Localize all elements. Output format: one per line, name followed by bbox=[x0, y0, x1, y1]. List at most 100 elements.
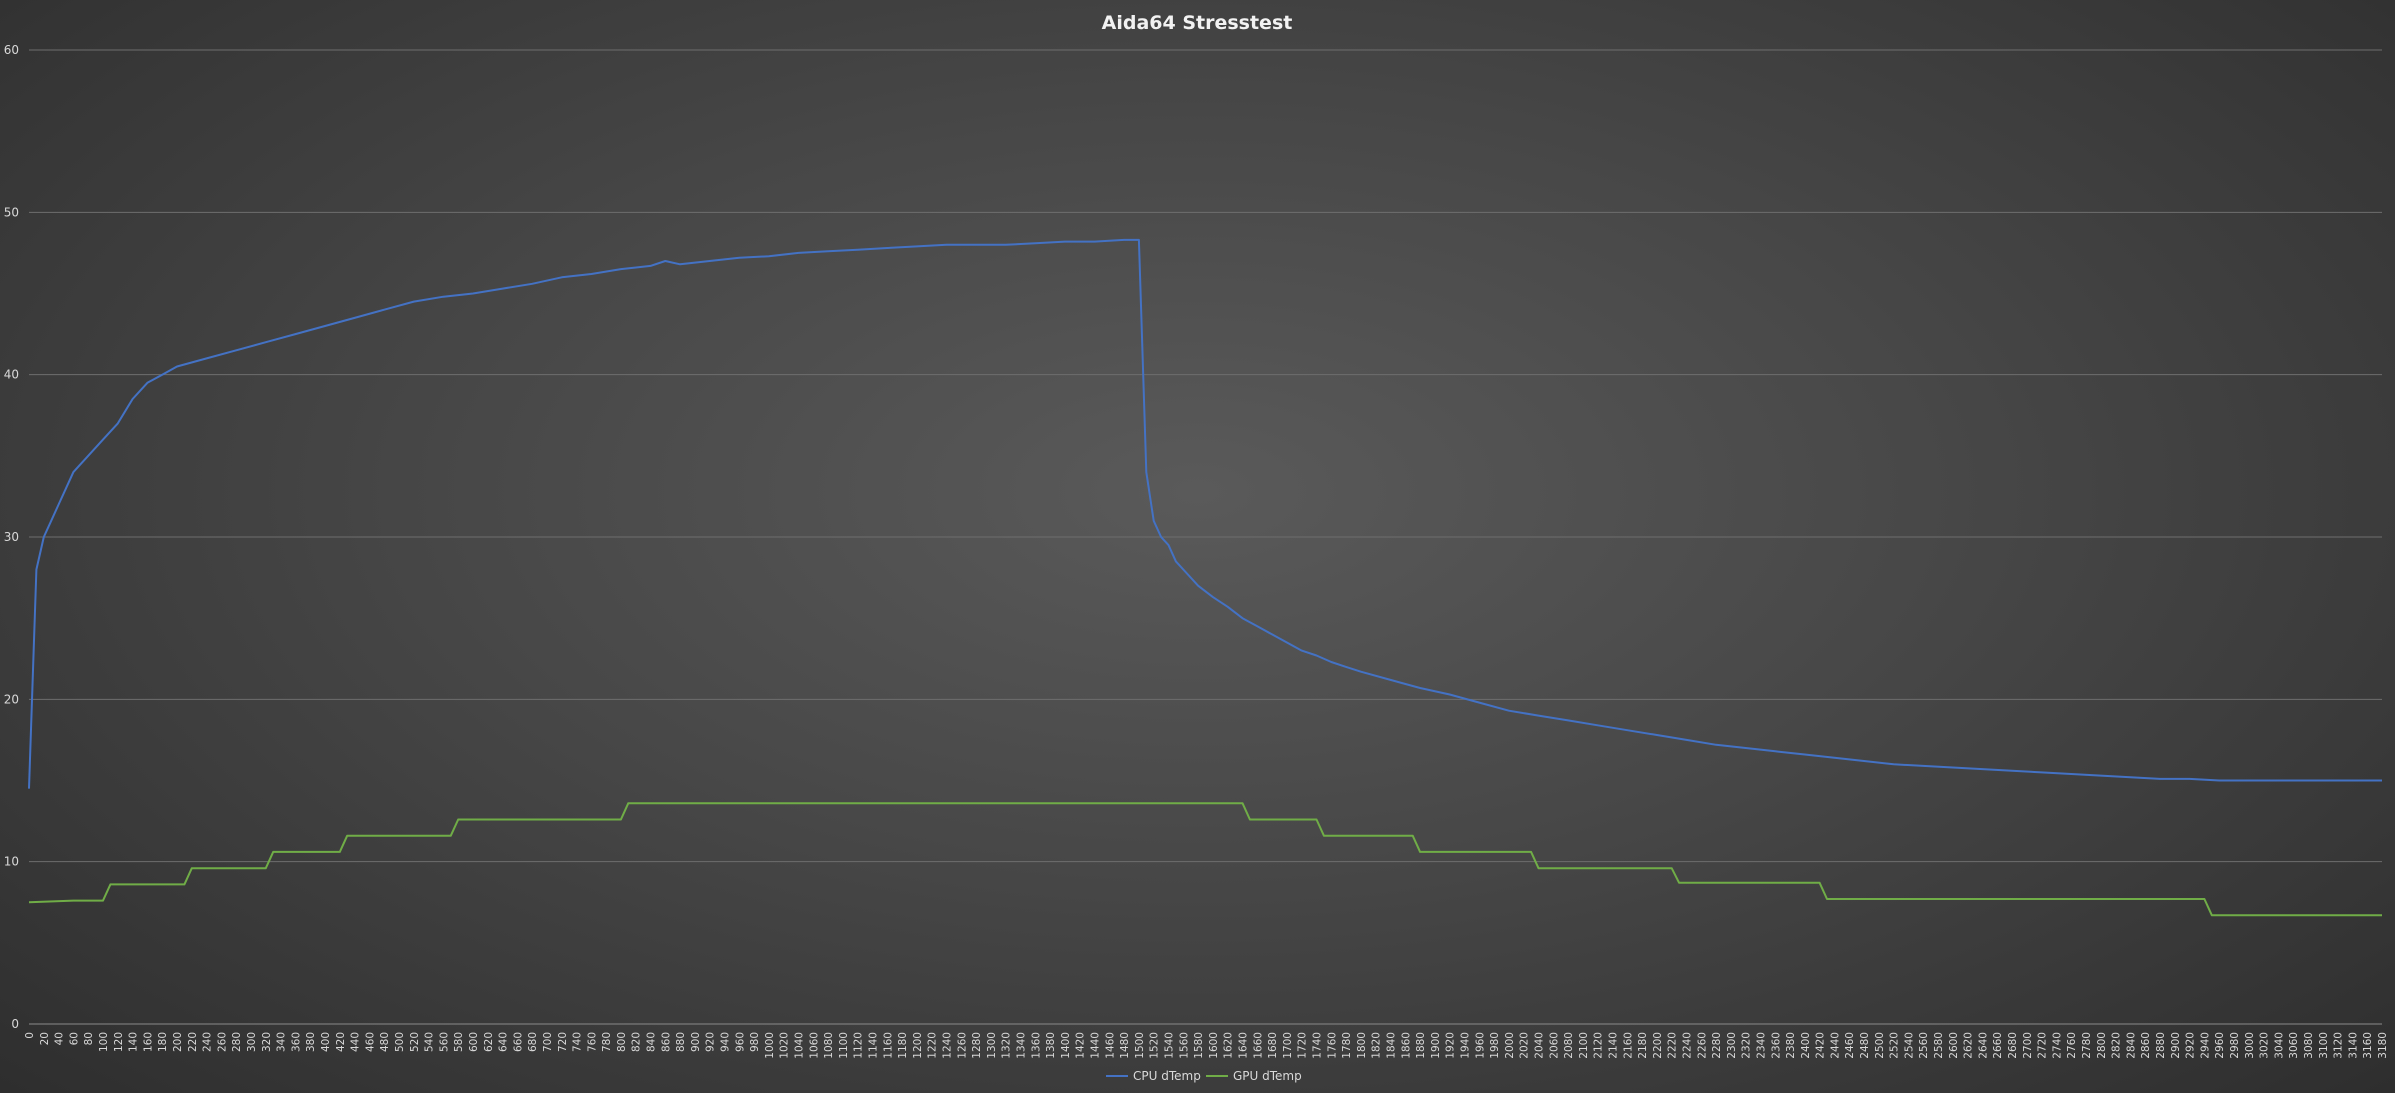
x-axis-ticks: 0 20 40 60 80 100 120 140 160 180 200 220 240 260 280 3… bbox=[24, 1032, 2389, 1059]
x-tick-label: 20 bbox=[39, 1032, 51, 1045]
x-tick-label: 860 bbox=[660, 1032, 672, 1052]
x-tick-label: 1860 bbox=[1400, 1032, 1412, 1059]
x-tick-label: 2780 bbox=[2081, 1032, 2093, 1059]
x-tick-label: 2480 bbox=[1859, 1032, 1871, 1059]
x-tick-label: 1380 bbox=[1045, 1032, 1057, 1059]
x-tick-label: 2060 bbox=[1548, 1032, 1560, 1059]
x-tick-label: 2280 bbox=[1711, 1032, 1723, 1059]
x-tick-label: 880 bbox=[675, 1032, 687, 1052]
x-tick-label: 200 bbox=[172, 1032, 184, 1052]
x-tick-label: 2120 bbox=[1593, 1032, 1605, 1059]
x-tick-label: 400 bbox=[320, 1032, 332, 1052]
x-tick-label: 3160 bbox=[2362, 1032, 2374, 1059]
x-tick-label: 1740 bbox=[1311, 1032, 1323, 1059]
y-tick-label: 30 bbox=[4, 530, 19, 544]
x-tick-label: 760 bbox=[586, 1032, 598, 1052]
x-tick-label: 1080 bbox=[823, 1032, 835, 1059]
x-tick-label: 1000 bbox=[764, 1032, 776, 1059]
chart-title: Aida64 Stresstest bbox=[1102, 12, 1293, 34]
x-tick-label: 140 bbox=[128, 1032, 140, 1052]
x-tick-label: 2880 bbox=[2155, 1032, 2167, 1059]
y-tick-label: 20 bbox=[4, 692, 19, 706]
x-tick-label: 2520 bbox=[1889, 1032, 1901, 1059]
x-tick-label: 740 bbox=[572, 1032, 584, 1052]
x-tick-label: 2100 bbox=[1578, 1032, 1590, 1059]
x-tick-label: 2580 bbox=[1933, 1032, 1945, 1059]
x-tick-label: 500 bbox=[394, 1032, 406, 1052]
x-tick-label: 2740 bbox=[2051, 1032, 2063, 1059]
x-tick-label: 2840 bbox=[2125, 1032, 2137, 1059]
x-tick-label: 620 bbox=[483, 1032, 495, 1052]
series-line-gpu bbox=[28, 802, 2382, 917]
x-tick-label: 2940 bbox=[2199, 1032, 2211, 1059]
x-tick-label: 1040 bbox=[794, 1032, 806, 1059]
x-tick-label: 2440 bbox=[1829, 1032, 1841, 1059]
x-tick-label: 1720 bbox=[1297, 1032, 1309, 1059]
x-tick-label: 1100 bbox=[838, 1032, 850, 1059]
y-tick-label: 50 bbox=[4, 205, 19, 219]
x-tick-label: 1220 bbox=[927, 1032, 939, 1059]
y-tick-label: 0 bbox=[11, 1017, 19, 1031]
x-tick-label: 3140 bbox=[2347, 1032, 2359, 1059]
x-tick-label: 1780 bbox=[1341, 1032, 1353, 1059]
x-tick-label: 1060 bbox=[808, 1032, 820, 1059]
x-tick-label: 1900 bbox=[1430, 1032, 1442, 1059]
x-tick-label: 1700 bbox=[1282, 1032, 1294, 1059]
x-tick-label: 440 bbox=[350, 1032, 362, 1052]
x-tick-label: 1800 bbox=[1356, 1032, 1368, 1059]
x-tick-label: 1400 bbox=[1060, 1032, 1072, 1059]
x-tick-label: 2900 bbox=[2170, 1032, 2182, 1059]
x-tick-label: 840 bbox=[646, 1032, 658, 1052]
x-tick-label: 2200 bbox=[1652, 1032, 1664, 1059]
x-tick-label: 960 bbox=[734, 1032, 746, 1052]
x-tick-label: 940 bbox=[720, 1032, 732, 1052]
x-tick-label: 1840 bbox=[1385, 1032, 1397, 1059]
x-tick-label: 420 bbox=[335, 1032, 347, 1052]
x-tick-label: 1960 bbox=[1474, 1032, 1486, 1059]
x-tick-label: 2460 bbox=[1844, 1032, 1856, 1059]
legend-label-gpu: GPU dTemp bbox=[1233, 1069, 1302, 1083]
x-tick-label: 180 bbox=[157, 1032, 169, 1052]
x-tick-label: 1020 bbox=[779, 1032, 791, 1059]
x-tick-label: 160 bbox=[142, 1032, 154, 1052]
x-tick-label: 2360 bbox=[1770, 1032, 1782, 1059]
x-tick-label: 1480 bbox=[1119, 1032, 1131, 1059]
x-tick-label: 3180 bbox=[2377, 1032, 2389, 1059]
x-tick-label: 1300 bbox=[986, 1032, 998, 1059]
x-tick-label: 2760 bbox=[2066, 1032, 2078, 1059]
x-tick-label: 800 bbox=[616, 1032, 628, 1052]
x-tick-label: 2040 bbox=[1533, 1032, 1545, 1059]
x-tick-label: 1160 bbox=[882, 1032, 894, 1059]
x-tick-label: 780 bbox=[601, 1032, 613, 1052]
series-line-cpu bbox=[28, 238, 2382, 789]
x-tick-label: 1680 bbox=[1267, 1032, 1279, 1059]
x-tick-label: 320 bbox=[261, 1032, 273, 1052]
x-tick-label: 2620 bbox=[1963, 1032, 1975, 1059]
x-tick-label: 2020 bbox=[1519, 1032, 1531, 1059]
x-tick-label: 2160 bbox=[1622, 1032, 1634, 1059]
y-tick-label: 10 bbox=[4, 855, 19, 869]
x-tick-label: 2260 bbox=[1696, 1032, 1708, 1059]
x-tick-label: 1120 bbox=[853, 1032, 865, 1059]
x-tick-label: 980 bbox=[749, 1032, 761, 1052]
x-tick-label: 40 bbox=[54, 1032, 66, 1045]
x-tick-label: 660 bbox=[512, 1032, 524, 1052]
x-tick-label: 340 bbox=[276, 1032, 288, 1052]
x-tick-label: 720 bbox=[557, 1032, 569, 1052]
x-tick-label: 900 bbox=[690, 1032, 702, 1052]
x-tick-label: 3000 bbox=[2244, 1032, 2256, 1059]
x-tick-label: 2400 bbox=[1800, 1032, 1812, 1059]
x-tick-label: 920 bbox=[705, 1032, 717, 1052]
x-tick-label: 1640 bbox=[1237, 1032, 1249, 1059]
x-tick-label: 300 bbox=[246, 1032, 258, 1052]
x-tick-label: 700 bbox=[542, 1032, 554, 1052]
x-tick-label: 2540 bbox=[1903, 1032, 1915, 1059]
x-tick-label: 2660 bbox=[1992, 1032, 2004, 1059]
x-tick-label: 2000 bbox=[1504, 1032, 1516, 1059]
x-tick-label: 1940 bbox=[1459, 1032, 1471, 1059]
x-tick-label: 60 bbox=[68, 1032, 80, 1045]
x-tick-label: 2240 bbox=[1681, 1032, 1693, 1059]
x-tick-label: 2700 bbox=[2022, 1032, 2034, 1059]
x-tick-label: 100 bbox=[98, 1032, 110, 1052]
